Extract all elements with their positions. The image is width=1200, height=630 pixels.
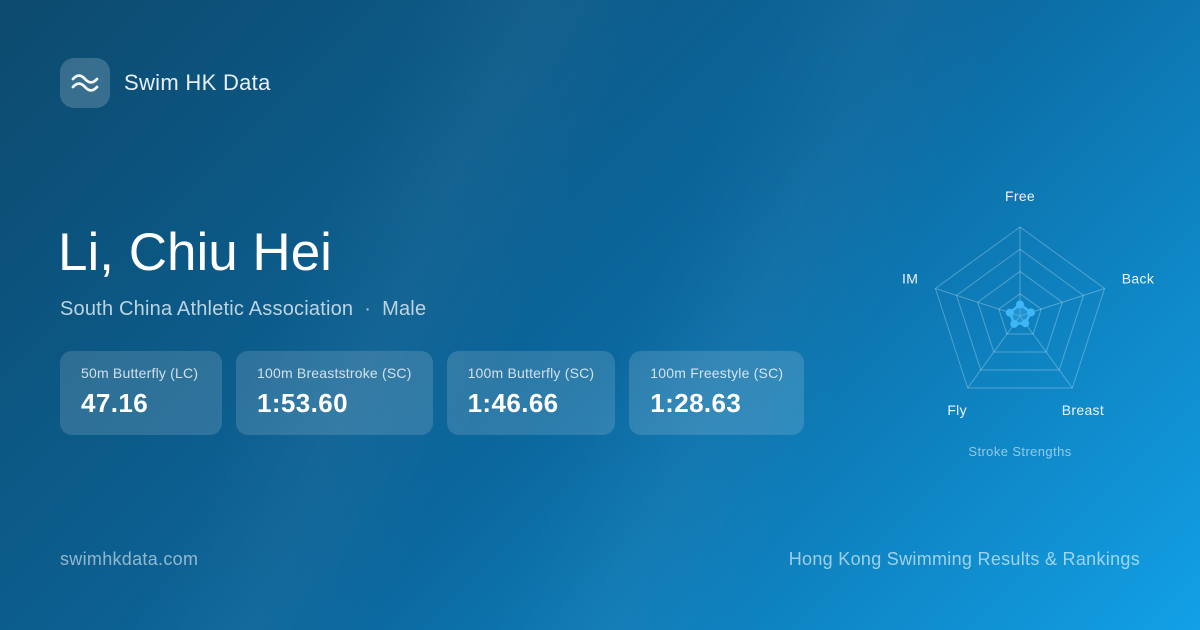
waves-icon xyxy=(71,74,99,92)
stat-card: 100m Breaststroke (SC) 1:53.60 xyxy=(236,351,433,435)
stat-cards-row: 50m Butterfly (LC) 47.16 100m Breaststro… xyxy=(60,351,805,435)
stroke-radar-chart: Free Back Breast Fly IM Stroke Strengths xyxy=(860,170,1180,470)
stat-card-value: 1:53.60 xyxy=(257,388,348,418)
subtitle-separator: · xyxy=(364,298,372,320)
stat-card-value: 47.16 xyxy=(81,388,149,418)
stroke-radar-svg: Free Back Breast Fly IM xyxy=(902,188,1155,418)
athlete-subtitle: South China Athletic Association · Male xyxy=(60,298,426,321)
athlete-club: South China Athletic Association xyxy=(60,298,354,320)
stat-card: 50m Butterfly (LC) 47.16 xyxy=(60,351,222,435)
brand-name: Swim HK Data xyxy=(124,70,271,95)
stat-card-value: 1:46.66 xyxy=(467,388,559,418)
radar-caption: Stroke Strengths xyxy=(968,444,1072,459)
svg-text:Free: Free xyxy=(1005,188,1035,204)
brand-header: Swim HK Data xyxy=(60,58,271,108)
footer-tagline: Hong Kong Swimming Results & Rankings xyxy=(788,549,1140,569)
athlete-gender: Male xyxy=(382,298,427,320)
svg-text:Breast: Breast xyxy=(1062,402,1104,418)
stat-card-label: 50m Butterfly (LC) xyxy=(81,365,199,381)
stat-card-label: 100m Butterfly (SC) xyxy=(467,365,595,381)
svg-text:Back: Back xyxy=(1122,271,1155,287)
footer-domain: swimhkdata.com xyxy=(60,549,199,569)
stat-card: 100m Freestyle (SC) 1:28.63 xyxy=(629,351,805,435)
stat-card-label: 100m Breaststroke (SC) xyxy=(257,365,412,381)
stat-card: 100m Butterfly (SC) 1:46.66 xyxy=(446,351,616,435)
stat-card-label: 100m Freestyle (SC) xyxy=(650,365,784,381)
app-logo xyxy=(60,58,110,108)
svg-text:IM: IM xyxy=(902,271,918,287)
stat-card-value: 1:28.63 xyxy=(650,388,742,418)
svg-text:Fly: Fly xyxy=(947,402,967,418)
athlete-name: Li, Chiu Hei xyxy=(58,223,332,282)
